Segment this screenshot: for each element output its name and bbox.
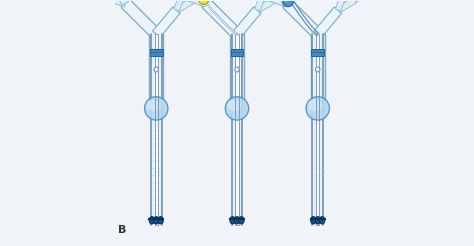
- Polygon shape: [231, 48, 243, 56]
- Polygon shape: [191, 0, 210, 5]
- Polygon shape: [314, 7, 342, 37]
- Ellipse shape: [146, 100, 160, 111]
- Ellipse shape: [306, 97, 329, 120]
- Polygon shape: [192, 0, 203, 2]
- Ellipse shape: [230, 217, 235, 224]
- Ellipse shape: [145, 97, 168, 120]
- Text: B: B: [118, 225, 126, 235]
- Polygon shape: [235, 34, 239, 225]
- Ellipse shape: [154, 67, 158, 72]
- Ellipse shape: [225, 97, 249, 120]
- Polygon shape: [149, 34, 163, 116]
- Polygon shape: [272, 0, 290, 5]
- Polygon shape: [265, 0, 288, 7]
- Polygon shape: [232, 34, 242, 225]
- Ellipse shape: [154, 217, 159, 224]
- Ellipse shape: [199, 0, 208, 4]
- Polygon shape: [283, 0, 322, 38]
- Polygon shape: [174, 0, 185, 11]
- Polygon shape: [316, 34, 319, 225]
- Polygon shape: [121, 0, 160, 38]
- Ellipse shape: [234, 217, 240, 224]
- Polygon shape: [230, 34, 244, 116]
- Ellipse shape: [149, 217, 155, 224]
- Polygon shape: [175, 0, 195, 13]
- Ellipse shape: [319, 217, 325, 224]
- Ellipse shape: [284, 0, 289, 2]
- Polygon shape: [192, 0, 201, 2]
- Polygon shape: [255, 0, 266, 11]
- Polygon shape: [155, 34, 158, 225]
- Polygon shape: [311, 48, 324, 56]
- Polygon shape: [312, 34, 323, 225]
- Ellipse shape: [158, 217, 164, 224]
- Polygon shape: [354, 0, 365, 2]
- Ellipse shape: [235, 67, 239, 72]
- Polygon shape: [103, 0, 127, 7]
- Polygon shape: [151, 34, 162, 225]
- Polygon shape: [202, 0, 241, 38]
- Polygon shape: [335, 0, 346, 11]
- Polygon shape: [233, 7, 261, 37]
- Polygon shape: [311, 34, 325, 116]
- Ellipse shape: [239, 217, 244, 224]
- Ellipse shape: [287, 0, 294, 1]
- Polygon shape: [273, 0, 282, 2]
- Ellipse shape: [283, 0, 293, 7]
- Ellipse shape: [315, 217, 320, 224]
- Ellipse shape: [227, 100, 241, 111]
- Ellipse shape: [310, 217, 316, 224]
- Polygon shape: [110, 0, 129, 5]
- Polygon shape: [273, 0, 284, 2]
- Polygon shape: [184, 0, 207, 7]
- Ellipse shape: [308, 100, 322, 111]
- Polygon shape: [337, 0, 356, 13]
- Polygon shape: [150, 48, 163, 56]
- Ellipse shape: [316, 67, 320, 72]
- Polygon shape: [153, 7, 180, 37]
- Polygon shape: [353, 0, 363, 2]
- Polygon shape: [256, 0, 276, 13]
